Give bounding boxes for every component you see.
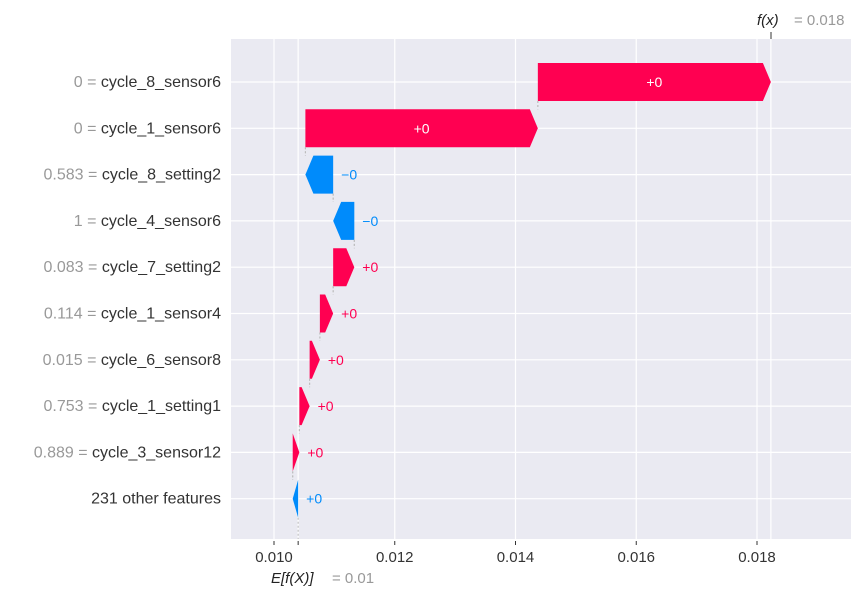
feature-label: 0.753 = cycle_1_setting1 [44,398,222,415]
bar-label: +0 [318,398,334,414]
bar-231 other features: +0 [292,471,322,539]
feature-name: cycle_8_sensor6 [101,74,221,91]
bar-label: −0 [341,167,357,183]
bars: +0 +0 −0 −0 +0 +0 +0 +0 +0 +0 [292,63,771,539]
feature-name: cycle_1_sensor6 [101,120,221,137]
bar-label: +0 [646,74,662,90]
output-value-label: f(x) [757,12,779,29]
feature-value: 0.083 = [44,259,102,276]
bar-cycle_4_sensor6: −0 [332,193,378,249]
feature-value: 0.889 = [34,444,92,461]
feature-name: cycle_7_setting2 [102,259,221,276]
x-axis: 0.010 0.012 0.014 0.016 0.018 [255,541,776,566]
x-tick-label: 0.012 [376,549,414,566]
feature-label: 0.083 = cycle_7_setting2 [44,259,222,276]
feature-label: 0 = cycle_8_sensor6 [74,74,221,91]
feature-name: cycle_8_setting2 [102,167,221,184]
x-tick-label: 0.016 [617,549,655,566]
bar-cycle_7_setting2: +0 [332,239,378,295]
bar-label: +0 [362,259,378,275]
feature-name: cycle_3_sensor12 [92,444,221,461]
bar-cycle_1_sensor6: +0 [304,101,539,156]
feature-value: 0 = [74,120,101,137]
x-tick-label: 0.014 [497,549,535,566]
bar-label: +0 [328,352,344,368]
base-value-text: = 0.01 [332,570,374,587]
feature-name: cycle_1_sensor4 [101,306,221,323]
bar-label: +0 [307,444,323,460]
feature-name: 231 other features [91,491,221,508]
feature-label: 0.889 = cycle_3_sensor12 [34,444,221,461]
feature-label: 0.114 = cycle_1_sensor4 [44,306,221,323]
output-value-text: = 0.018 [794,12,844,29]
feature-value: 0.583 = [44,167,102,184]
feature-label: 0.583 = cycle_8_setting2 [44,167,222,184]
bar-label: +0 [414,120,430,136]
feature-name: cycle_6_sensor8 [101,352,221,369]
bar-label: +0 [306,491,322,507]
feature-value: 1 = [74,213,101,230]
feature-value: 0 = [74,74,101,91]
feature-label: 0.015 = cycle_6_sensor8 [43,352,221,369]
bar-label: −0 [362,213,378,229]
x-tick-label: 0.010 [255,549,293,566]
feature-label: 1 = cycle_4_sensor6 [74,213,221,230]
base-annotation: E[f(X)] = 0.01 [271,570,374,587]
feature-name: cycle_4_sensor6 [101,213,221,230]
feature-value: 0.015 = [43,352,101,369]
base-value-label: E[f(X)] [271,570,314,587]
feature-label: 231 other features [91,491,221,508]
feature-name: cycle_1_setting1 [102,398,221,415]
bar-label: +0 [341,306,357,322]
feature-value: 0.753 = [44,398,102,415]
feature-value: 0.114 = [44,306,101,323]
x-tick-label: 0.018 [738,549,776,566]
output-annotation: f(x) = 0.018 [757,12,844,39]
bar-cycle_1_sensor4: +0 [319,286,357,341]
feature-label: 0 = cycle_1_sensor6 [74,120,221,137]
